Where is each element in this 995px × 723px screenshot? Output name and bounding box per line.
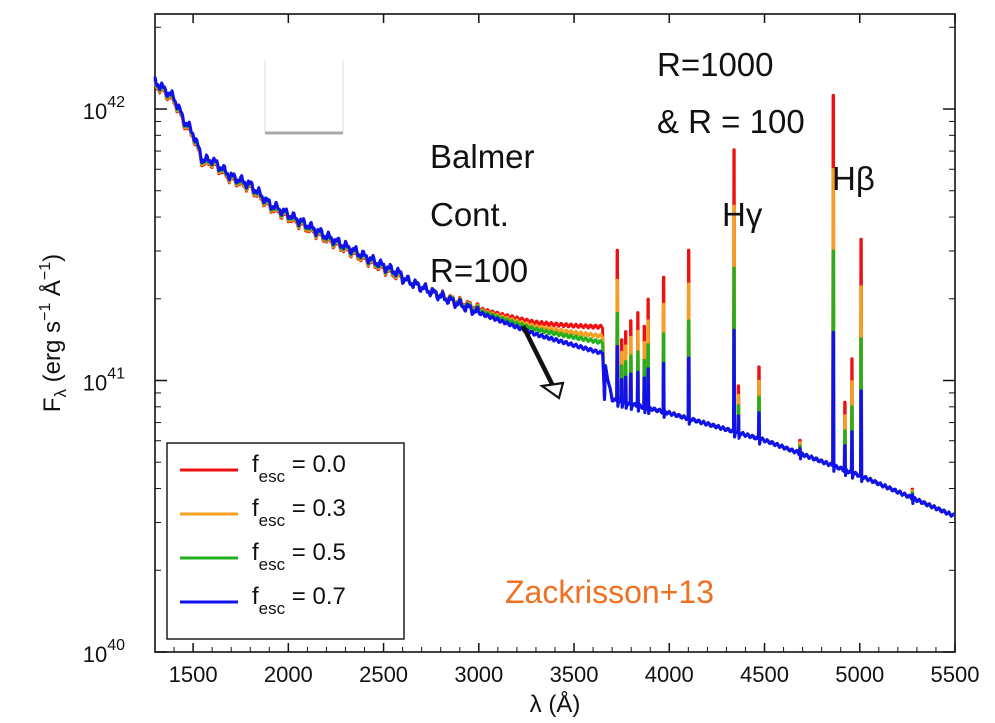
y-axis-label: Fλ (erg s−1 Å−1) xyxy=(37,254,70,412)
hbeta-label: Hβ xyxy=(832,160,875,197)
legend-label: fesc = 0.3 xyxy=(252,495,346,530)
svg-text:Fλ (erg s−1 Å−1): Fλ (erg s−1 Å−1) xyxy=(37,254,70,412)
balmer-arrow xyxy=(520,324,565,400)
legend-key-remnant xyxy=(264,60,344,135)
resolution-label-line2: & R = 100 xyxy=(657,103,805,140)
legend-box xyxy=(166,442,405,640)
x-tick-label: 5500 xyxy=(931,662,980,687)
credit-label: Zackrisson+13 xyxy=(505,574,714,610)
y-tick-label: 1042 xyxy=(83,94,125,124)
x-tick-label: 3000 xyxy=(454,662,503,687)
x-tick-label: 2500 xyxy=(359,662,408,687)
balmer-label-line2: Cont. xyxy=(430,196,509,233)
x-tick-label: 1500 xyxy=(169,662,218,687)
x-tick-label: 4000 xyxy=(645,662,694,687)
balmer-label-line1: Balmer xyxy=(430,138,535,175)
x-tick-label: 4500 xyxy=(740,662,789,687)
x-tick-label: 2000 xyxy=(264,662,313,687)
hgamma-label: Hγ xyxy=(722,196,763,233)
resolution-label-line1: R=1000 xyxy=(657,46,774,83)
series-layer xyxy=(153,76,956,518)
y-tick-label: 1041 xyxy=(83,366,125,396)
x-axis-ticks: 1500 2000 2500 3000 3500 4000 4500 5000 5500 xyxy=(169,14,980,687)
balmer-label-line3: R=100 xyxy=(430,252,528,289)
series-line xyxy=(153,76,956,518)
y-tick-label: 1040 xyxy=(83,637,125,667)
x-axis-label: λ (Å) xyxy=(530,690,581,718)
x-tick-label: 3500 xyxy=(550,662,599,687)
x-tick-label: 5000 xyxy=(835,662,884,687)
